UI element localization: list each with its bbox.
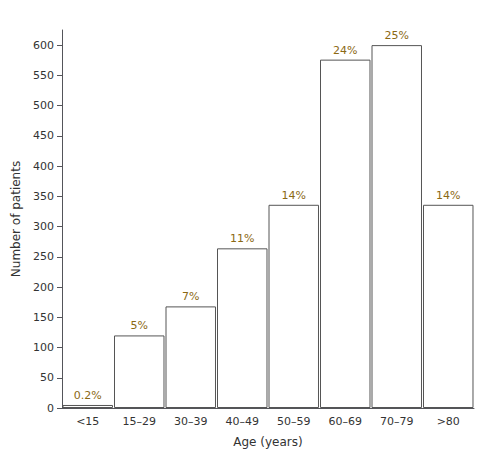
svg-text:350: 350 bbox=[33, 190, 54, 203]
svg-text:200: 200 bbox=[33, 281, 54, 294]
svg-text:7%: 7% bbox=[182, 290, 199, 303]
svg-text:450: 450 bbox=[33, 129, 54, 142]
svg-text:60–69: 60–69 bbox=[329, 415, 363, 428]
svg-text:<15: <15 bbox=[76, 415, 99, 428]
svg-text:400: 400 bbox=[33, 160, 54, 173]
svg-text:>80: >80 bbox=[437, 415, 460, 428]
svg-text:550: 550 bbox=[33, 69, 54, 82]
svg-text:300: 300 bbox=[33, 220, 54, 233]
svg-text:70–79: 70–79 bbox=[380, 415, 414, 428]
svg-text:250: 250 bbox=[33, 250, 54, 263]
svg-text:600: 600 bbox=[33, 39, 54, 52]
svg-text:11%: 11% bbox=[230, 232, 254, 245]
svg-text:0: 0 bbox=[47, 402, 54, 415]
svg-text:30–39: 30–39 bbox=[174, 415, 208, 428]
svg-text:50–59: 50–59 bbox=[277, 415, 311, 428]
svg-text:0.2%: 0.2% bbox=[74, 389, 102, 402]
svg-text:100: 100 bbox=[33, 341, 54, 354]
svg-text:50: 50 bbox=[40, 371, 54, 384]
svg-text:500: 500 bbox=[33, 99, 54, 112]
svg-text:15–29: 15–29 bbox=[123, 415, 157, 428]
svg-text:24%: 24% bbox=[333, 44, 357, 57]
svg-text:5%: 5% bbox=[131, 319, 148, 332]
svg-text:14%: 14% bbox=[282, 189, 306, 202]
svg-text:25%: 25% bbox=[385, 29, 409, 42]
svg-text:Age (years): Age (years) bbox=[233, 435, 302, 449]
svg-text:14%: 14% bbox=[436, 189, 460, 202]
svg-text:Number of patients: Number of patients bbox=[9, 161, 23, 277]
svg-text:150: 150 bbox=[33, 311, 54, 324]
svg-text:40–49: 40–49 bbox=[226, 415, 260, 428]
